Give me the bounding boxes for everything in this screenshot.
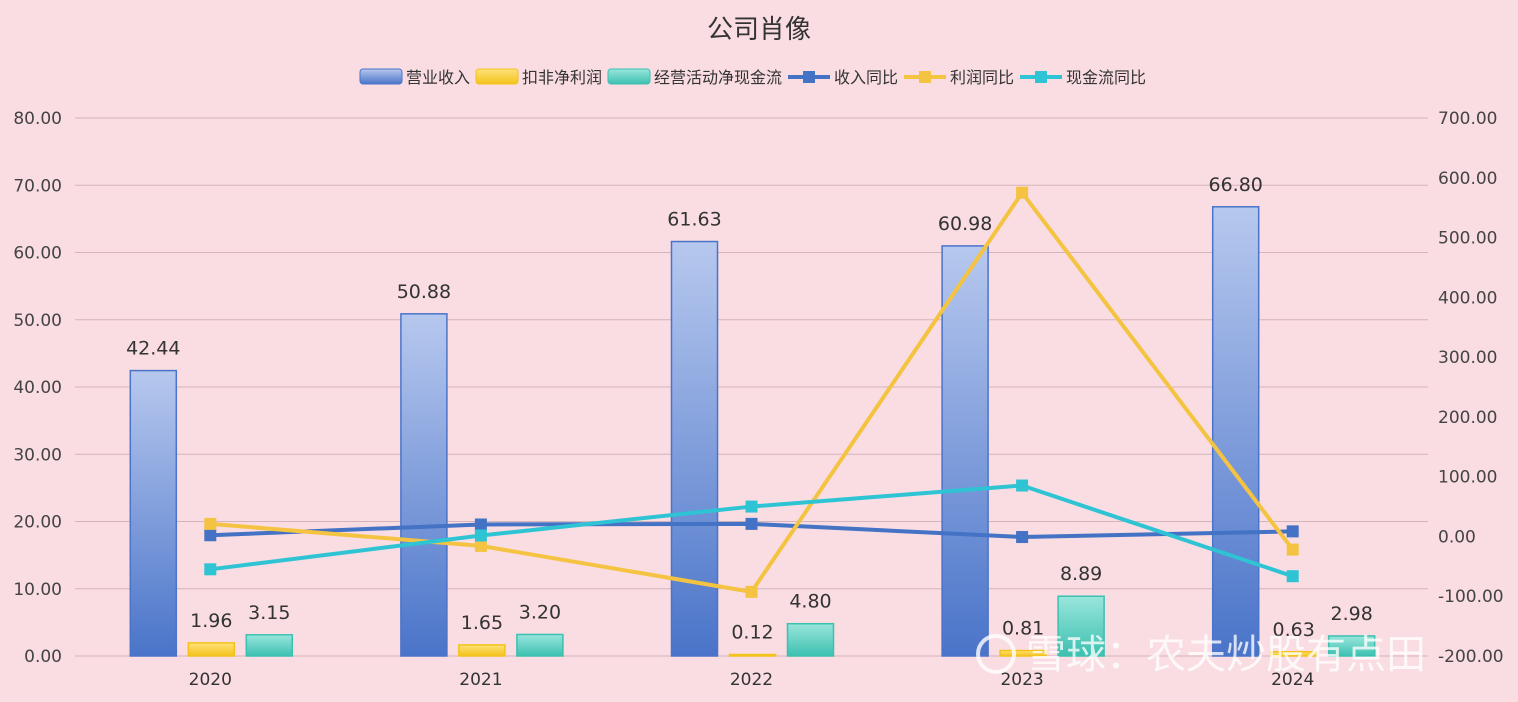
x-axis: 2020 2021 2022 2023 2024	[189, 670, 1315, 690]
x-tick-label: 2023	[1000, 670, 1043, 690]
left-y-tick-label: 60.00	[13, 244, 62, 264]
legend-item-label: 现金流同比	[1066, 68, 1146, 87]
bar-data-label: 1.96	[190, 610, 232, 632]
right-y-tick-label: 600.00	[1438, 169, 1497, 189]
bar-2-2024	[1269, 651, 1318, 657]
line-marker-1-2021	[474, 518, 487, 531]
line-marker-1-2023	[1016, 531, 1029, 544]
legend-marker	[919, 71, 931, 83]
right-y-tick-label: 200.00	[1438, 408, 1497, 428]
legend-item-label: 经营活动净现金流	[654, 68, 782, 87]
x-tick-label: 2020	[189, 670, 232, 690]
legend-item-label: 利润同比	[950, 68, 1014, 87]
bar-data-label: 50.88	[397, 281, 451, 303]
right-y-tick-label: 500.00	[1438, 229, 1497, 249]
legend-swatch	[359, 68, 403, 85]
bar-3-2022	[786, 622, 835, 657]
legend-marker	[1035, 71, 1047, 83]
line-marker-2-2021	[474, 539, 487, 552]
legend-item-label: 扣非净利润	[522, 68, 602, 87]
bar-3-2021	[516, 633, 564, 657]
x-tick-label: 2022	[730, 670, 773, 690]
line-marker-3-2021	[474, 529, 487, 542]
lines-layer	[204, 186, 1299, 598]
bar-data-label: 42.44	[126, 338, 180, 360]
bar-2-2023	[999, 649, 1047, 657]
watermark: 雪球：农夫炒股有点田	[976, 632, 1426, 678]
bar-2-2020	[187, 642, 236, 657]
bars-layer	[129, 206, 1376, 657]
bar-3-2023	[1057, 595, 1105, 657]
bar-data-label: 3.20	[519, 601, 561, 623]
line-marker-3-2023	[1016, 479, 1029, 492]
data-labels-layer: 42.44 50.88 61.63 60.98 66.80 1.96 1.65 0.12 0.8…	[126, 174, 1373, 644]
right-y-tick-label: 0.00	[1438, 527, 1476, 547]
left-y-tick-label: 50.00	[13, 311, 62, 331]
line-marker-1-2022	[745, 517, 758, 530]
bar-data-label: 0.81	[1002, 618, 1044, 640]
watermark-text: 雪球：农夫炒股有点田	[1026, 632, 1426, 678]
left-y-tick-label: 0.00	[24, 647, 62, 667]
bar-data-label: 61.63	[667, 209, 721, 231]
line-marker-3-2020	[204, 563, 217, 576]
legend-item-label: 营业收入	[406, 68, 470, 87]
right-y-tick-label: 300.00	[1438, 348, 1497, 368]
legend-marker	[803, 71, 815, 83]
bar-data-label: 8.89	[1060, 563, 1102, 585]
line-marker-3-2022	[745, 500, 758, 513]
line-marker-1-2024	[1286, 525, 1299, 538]
bar-1-2024	[1211, 206, 1260, 657]
right-y-axis: -200.00 -100.00 0.00 100.00 200.00 300.00 400.…	[1438, 109, 1504, 667]
legend-item-label: 收入同比	[834, 68, 898, 87]
chart-legend: 营业收入 扣非净利润 经营活动净现金流 收入同比 利润同比 现金流同比	[359, 68, 1146, 87]
line-marker-2-2024	[1286, 543, 1299, 556]
bar-data-label: 2.98	[1331, 603, 1373, 625]
x-tick-label: 2024	[1271, 670, 1314, 690]
left-y-tick-label: 20.00	[13, 513, 62, 533]
line-marker-2-2022	[745, 585, 758, 598]
left-y-axis: 0.00 10.00 20.00 30.00 40.00 50.00 60.00 70.00 8…	[13, 109, 62, 667]
left-y-tick-label: 80.00	[13, 109, 62, 129]
line-marker-2-2023	[1016, 186, 1029, 199]
right-y-tick-label: -100.00	[1438, 587, 1504, 607]
right-y-tick-label: 700.00	[1438, 109, 1497, 129]
bar-2-2022	[728, 653, 777, 657]
bar-1-2021	[400, 313, 448, 657]
right-y-tick-label: -200.00	[1438, 647, 1504, 667]
right-y-tick-label: 400.00	[1438, 288, 1497, 308]
legend-swatch	[475, 68, 519, 85]
left-y-tick-label: 40.00	[13, 378, 62, 398]
bar-data-label: 66.80	[1208, 174, 1262, 196]
left-y-tick-label: 30.00	[13, 445, 62, 465]
bar-data-label: 3.15	[248, 602, 290, 624]
bar-data-label: 1.65	[461, 612, 503, 634]
line-series-3	[210, 483, 1294, 579]
watermark-logo-icon	[976, 634, 1016, 674]
bar-3-2024	[1327, 635, 1376, 657]
left-y-tick-label: 70.00	[13, 176, 62, 196]
bar-data-label: 0.63	[1273, 619, 1315, 641]
line-marker-1-2020	[204, 529, 217, 542]
line-marker-2-2020	[204, 517, 217, 530]
bar-1-2023	[941, 245, 989, 657]
bar-1-2022	[670, 240, 719, 657]
bar-data-label: 60.98	[938, 213, 992, 235]
bar-data-label: 0.12	[731, 622, 773, 644]
line-marker-3-2024	[1286, 570, 1299, 583]
left-y-tick-label: 10.00	[13, 580, 62, 600]
bar-data-label: 4.80	[789, 591, 831, 613]
legend-swatch	[607, 68, 651, 85]
bar-2-2021	[458, 644, 506, 657]
right-y-tick-label: 100.00	[1438, 468, 1497, 488]
bar-3-2020	[245, 634, 294, 657]
chart-title: 公司肖像	[707, 15, 811, 45]
bar-1-2020	[129, 369, 178, 657]
x-tick-label: 2021	[459, 670, 502, 690]
